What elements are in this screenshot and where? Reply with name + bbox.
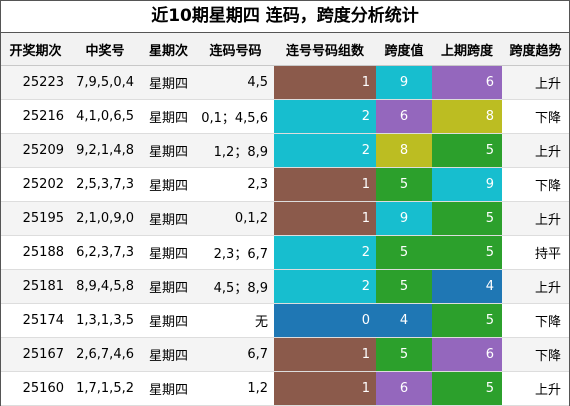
cell-winning-numbers: 2,6,7,4,6 — [70, 338, 140, 372]
cell-consecutive-numbers: 0,1,2 — [197, 202, 274, 236]
cell-issue: 25195 — [1, 202, 70, 236]
cell-issue: 25174 — [1, 304, 70, 338]
cell-span: 4 — [376, 304, 432, 338]
cell-issue: 25160 — [1, 372, 70, 406]
header-winning-numbers: 中奖号 — [70, 33, 140, 66]
cell-span-trend: 下降 — [502, 168, 569, 202]
header-span: 跨度值 — [376, 33, 432, 66]
cell-winning-numbers: 4,1,0,6,5 — [70, 100, 140, 134]
cell-span: 5 — [376, 236, 432, 270]
cell-consecutive-numbers: 无 — [197, 304, 274, 338]
header-weekday: 星期次 — [140, 33, 197, 66]
cell-consecutive-groups: 1 — [274, 338, 376, 372]
cell-previous-span: 5 — [432, 304, 502, 338]
cell-span: 5 — [376, 270, 432, 304]
cell-consecutive-numbers: 4,5 — [197, 66, 274, 100]
cell-span: 9 — [376, 66, 432, 100]
cell-issue: 25223 — [1, 66, 70, 100]
cell-weekday: 星期四 — [140, 372, 197, 406]
cell-weekday: 星期四 — [140, 304, 197, 338]
cell-previous-span: 4 — [432, 270, 502, 304]
cell-winning-numbers: 9,2,1,4,8 — [70, 134, 140, 168]
cell-issue: 25167 — [1, 338, 70, 372]
cell-issue: 25181 — [1, 270, 70, 304]
table-title: 近10期星期四 连码，跨度分析统计 — [1, 1, 569, 33]
cell-weekday: 星期四 — [140, 100, 197, 134]
header-span-trend: 跨度趋势 — [502, 33, 569, 66]
cell-previous-span: 5 — [432, 134, 502, 168]
cell-issue: 25188 — [1, 236, 70, 270]
cell-consecutive-groups: 2 — [274, 236, 376, 270]
cell-previous-span: 5 — [432, 202, 502, 236]
cell-winning-numbers: 2,5,3,7,3 — [70, 168, 140, 202]
cell-span: 6 — [376, 372, 432, 406]
cell-consecutive-groups: 2 — [274, 134, 376, 168]
cell-span: 5 — [376, 168, 432, 202]
cell-consecutive-numbers: 2,3；6,7 — [197, 236, 274, 270]
cell-span-trend: 上升 — [502, 270, 569, 304]
cell-winning-numbers: 2,1,0,9,0 — [70, 202, 140, 236]
cell-weekday: 星期四 — [140, 66, 197, 100]
cell-consecutive-groups: 1 — [274, 66, 376, 100]
header-previous-span: 上期跨度 — [432, 33, 502, 66]
cell-consecutive-numbers: 1,2 — [197, 372, 274, 406]
cell-consecutive-groups: 2 — [274, 270, 376, 304]
cell-span-trend: 上升 — [502, 372, 569, 406]
cell-weekday: 星期四 — [140, 202, 197, 236]
cell-span: 8 — [376, 134, 432, 168]
header-consecutive-groups: 连号号码组数 — [274, 33, 376, 66]
header-issue: 开奖期次 — [1, 33, 70, 66]
cell-weekday: 星期四 — [140, 270, 197, 304]
header-consecutive-numbers: 连码号码 — [197, 33, 274, 66]
cell-consecutive-numbers: 1,2；8,9 — [197, 134, 274, 168]
cell-issue: 25209 — [1, 134, 70, 168]
cell-winning-numbers: 6,2,3,7,3 — [70, 236, 140, 270]
cell-span-trend: 持平 — [502, 236, 569, 270]
table-grid: 开奖期次 中奖号 星期次 连码号码 连号号码组数 跨度值 上期跨度 跨度趋势 2… — [1, 33, 569, 406]
cell-consecutive-groups: 1 — [274, 372, 376, 406]
cell-consecutive-groups: 2 — [274, 100, 376, 134]
cell-weekday: 星期四 — [140, 236, 197, 270]
cell-winning-numbers: 7,9,5,0,4 — [70, 66, 140, 100]
cell-weekday: 星期四 — [140, 168, 197, 202]
cell-winning-numbers: 1,7,1,5,2 — [70, 372, 140, 406]
cell-previous-span: 8 — [432, 100, 502, 134]
cell-weekday: 星期四 — [140, 134, 197, 168]
cell-span-trend: 下降 — [502, 304, 569, 338]
cell-previous-span: 5 — [432, 372, 502, 406]
cell-consecutive-numbers: 6,7 — [197, 338, 274, 372]
cell-span-trend: 上升 — [502, 202, 569, 236]
cell-issue: 25216 — [1, 100, 70, 134]
cell-winning-numbers: 8,9,4,5,8 — [70, 270, 140, 304]
cell-previous-span: 9 — [432, 168, 502, 202]
cell-previous-span: 5 — [432, 236, 502, 270]
cell-previous-span: 6 — [432, 338, 502, 372]
cell-span-trend: 上升 — [502, 66, 569, 100]
cell-span: 6 — [376, 100, 432, 134]
cell-weekday: 星期四 — [140, 338, 197, 372]
cell-consecutive-numbers: 4,5；8,9 — [197, 270, 274, 304]
cell-previous-span: 6 — [432, 66, 502, 100]
cell-consecutive-groups: 1 — [274, 202, 376, 236]
cell-span-trend: 上升 — [502, 134, 569, 168]
cell-consecutive-groups: 1 — [274, 168, 376, 202]
cell-consecutive-numbers: 2,3 — [197, 168, 274, 202]
cell-issue: 25202 — [1, 168, 70, 202]
cell-winning-numbers: 1,3,1,3,5 — [70, 304, 140, 338]
cell-span-trend: 下降 — [502, 100, 569, 134]
cell-span: 5 — [376, 338, 432, 372]
cell-span: 9 — [376, 202, 432, 236]
cell-span-trend: 下降 — [502, 338, 569, 372]
cell-consecutive-groups: 0 — [274, 304, 376, 338]
cell-consecutive-numbers: 0,1；4,5,6 — [197, 100, 274, 134]
